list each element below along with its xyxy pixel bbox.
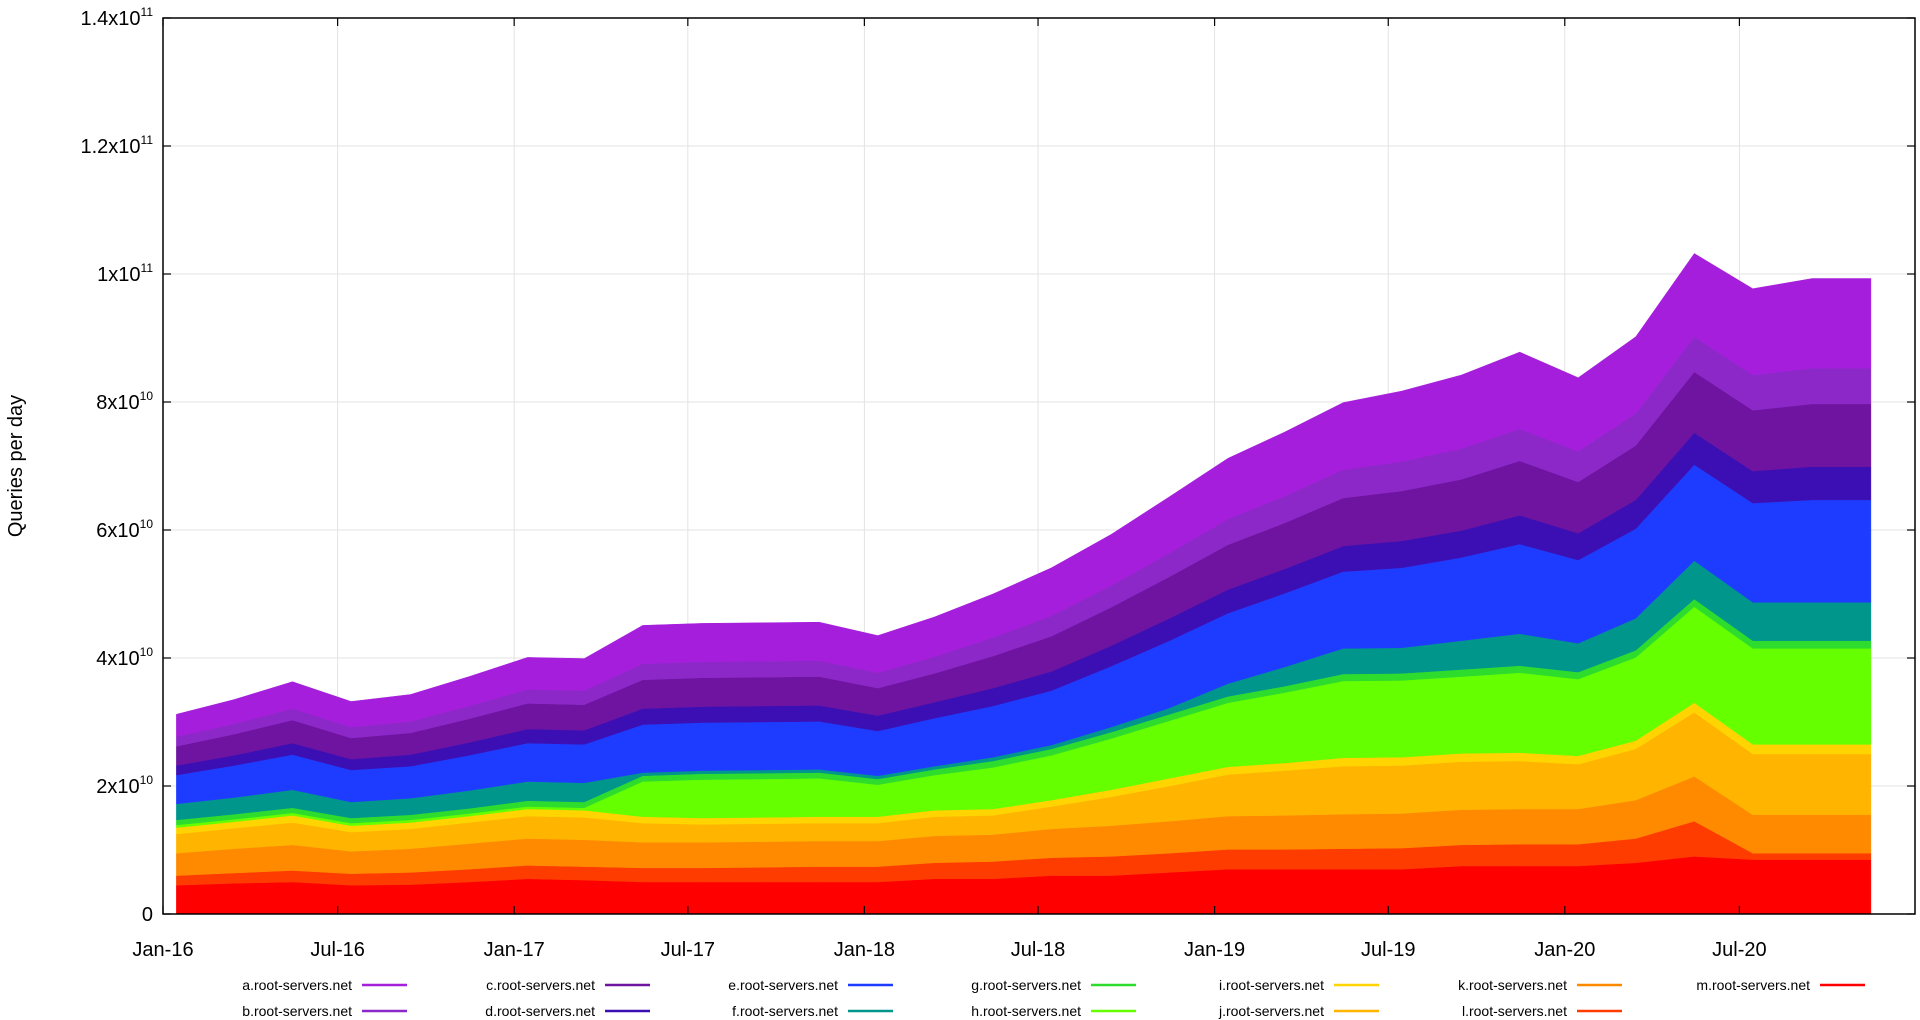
area-a-root [176, 253, 1872, 738]
y-tick-label: 1.4x1011 [80, 5, 153, 30]
y-tick-label: 8x1010 [96, 389, 153, 414]
legend-label-d: d.root-servers.net [485, 1003, 595, 1019]
x-tick-label: Jul-18 [1011, 939, 1065, 961]
legend-label-l: l.root-servers.net [1462, 1003, 1567, 1019]
y-tick-label: 2x1010 [96, 773, 153, 798]
y-tick-label: 1.2x1011 [80, 133, 153, 158]
legend-label-c: c.root-servers.net [486, 977, 595, 993]
plot-frame [162, 17, 1916, 915]
x-tick-label: Jul-20 [1712, 939, 1766, 961]
legend-label-a: a.root-servers.net [242, 977, 352, 993]
x-tick-label: Jan-16 [132, 939, 193, 961]
x-tick-label: Jan-19 [1184, 939, 1245, 961]
y-tick-label: 6x1010 [96, 517, 153, 542]
x-tick-label: Jul-17 [661, 939, 715, 961]
legend-label-m: m.root-servers.net [1696, 977, 1810, 993]
x-tick-label: Jan-17 [484, 939, 545, 961]
x-tick-label: Jul-19 [1361, 939, 1415, 961]
y-axis-label: Queries per day [5, 395, 27, 537]
y-tick-label: 4x1010 [96, 645, 153, 670]
legend: a.root-servers.net b.root-servers.net c.ro… [242, 977, 1865, 1019]
legend-label-h: h.root-servers.net [971, 1003, 1081, 1019]
x-axis: Jan-16 Jul-16 Jan-17 Jul-17 Jan-18 Jul-18 Jan-… [132, 18, 1767, 961]
y-axis: 0 2x1010 4x1010 6x1010 8x1010 1x1011 1.2x1011 1… [80, 5, 1915, 926]
stacked-areas [176, 253, 1872, 915]
legend-label-b: b.root-servers.net [242, 1003, 352, 1019]
x-tick-label: Jul-16 [310, 939, 364, 961]
legend-label-f: f.root-servers.net [732, 1003, 838, 1019]
x-tick-label: Jan-18 [834, 939, 895, 961]
y-tick-label: 0 [142, 904, 153, 926]
x-tick-label: Jan-20 [1534, 939, 1595, 961]
legend-label-j: j.root-servers.net [1218, 1003, 1324, 1019]
legend-label-e: e.root-servers.net [728, 977, 838, 993]
legend-label-k: k.root-servers.net [1458, 977, 1567, 993]
y-tick-label: 1x1011 [97, 261, 153, 286]
legend-label-g: g.root-servers.net [971, 977, 1081, 993]
legend-label-i: i.root-servers.net [1219, 977, 1324, 993]
